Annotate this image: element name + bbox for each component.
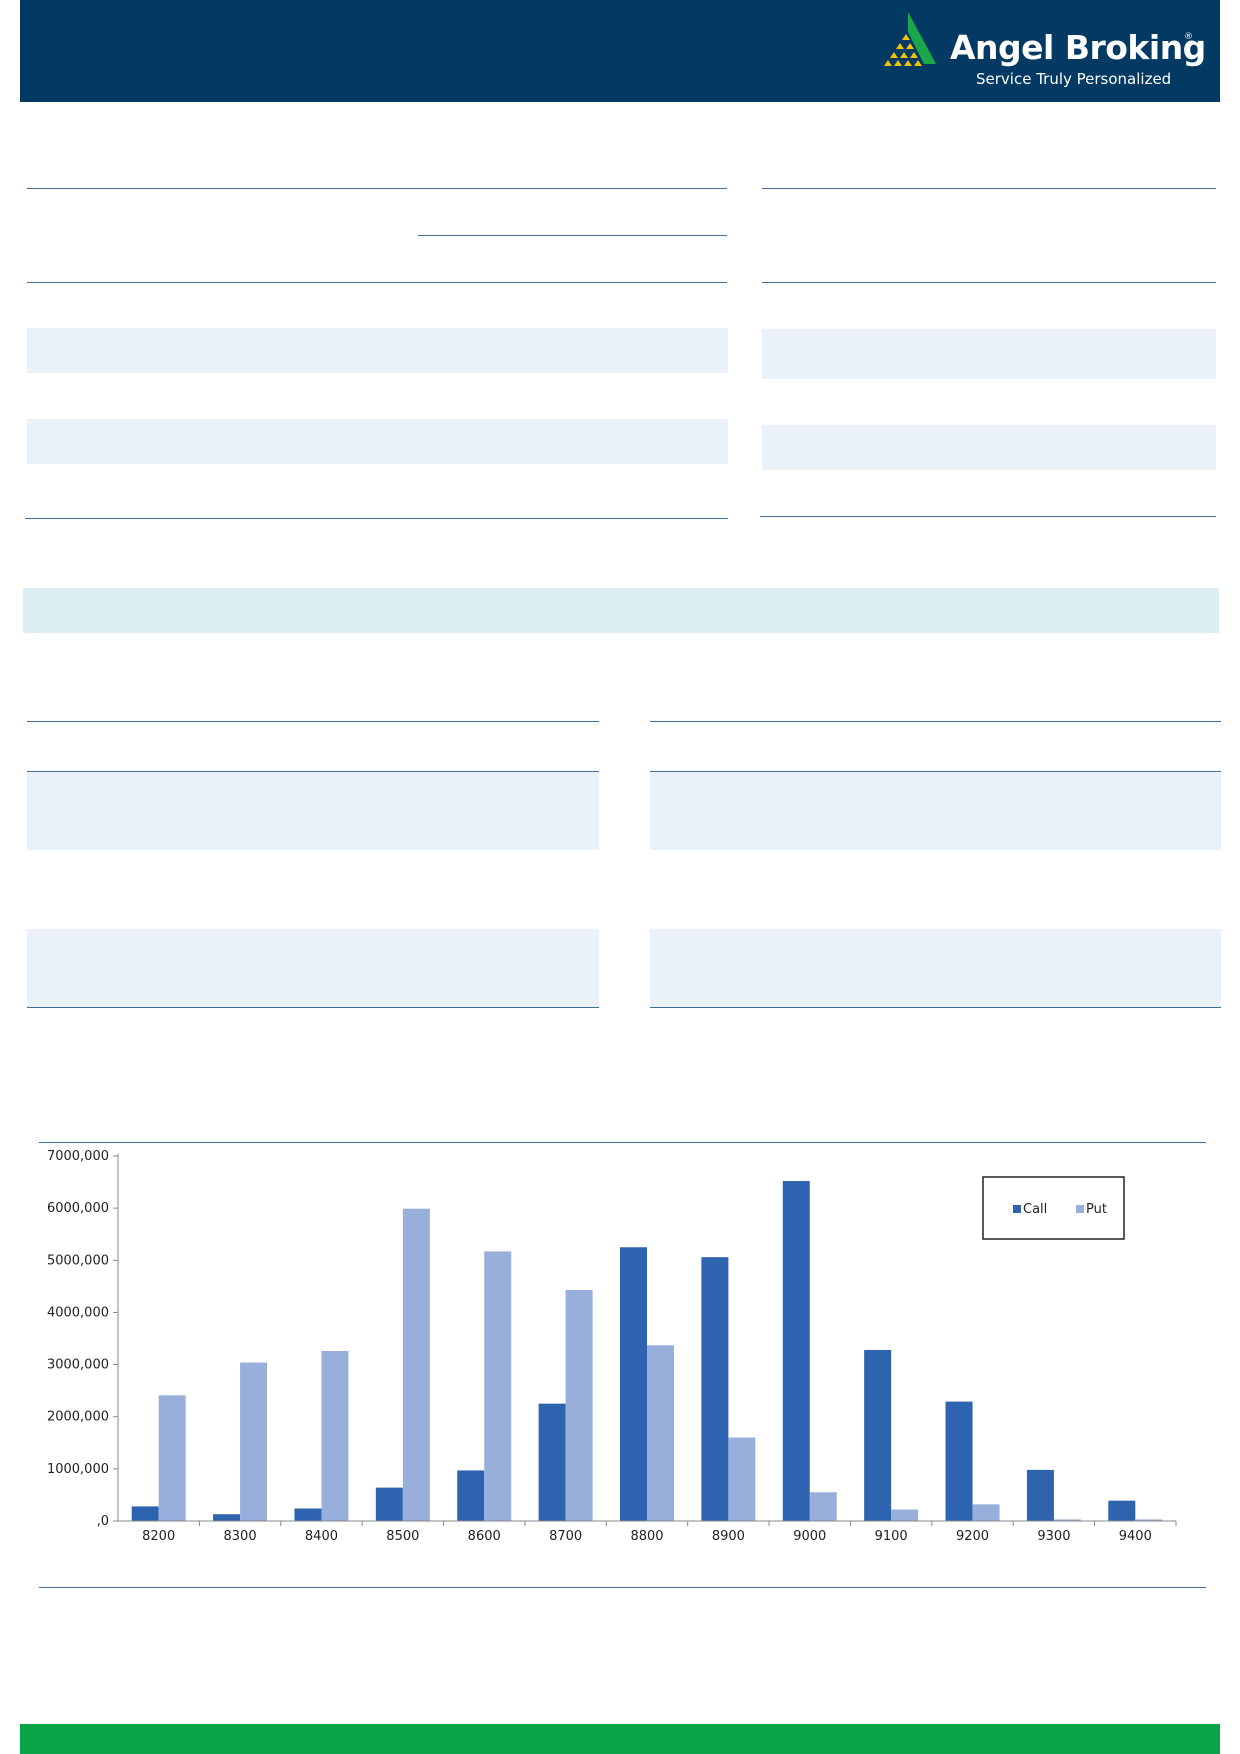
bar-call-8700 — [538, 1403, 566, 1521]
table-rule — [27, 188, 727, 189]
legend-label-put: Put — [1086, 1202, 1107, 1217]
x-tick-label: 9200 — [956, 1529, 989, 1544]
x-tick-label: 8800 — [630, 1529, 663, 1544]
legend-swatch-put — [1076, 1205, 1084, 1213]
bar-call-8800 — [620, 1247, 647, 1521]
legend-box — [982, 1176, 1125, 1240]
bar-put-8900 — [728, 1437, 756, 1521]
y-tick-label: ,0 — [97, 1514, 109, 1529]
x-tick-label: 8900 — [712, 1529, 745, 1544]
bar-call-9200 — [945, 1401, 973, 1521]
bar-call-9000 — [782, 1181, 810, 1521]
y-tick-label: 2000,000 — [47, 1410, 109, 1425]
bar-call-9100 — [864, 1349, 892, 1521]
table-rule — [27, 1007, 599, 1008]
y-tick-label: 4000,000 — [47, 1305, 109, 1320]
table-rule — [762, 188, 1216, 189]
registered-mark: ® — [1184, 32, 1193, 42]
bar-put-8400 — [321, 1351, 349, 1521]
x-tick-label: 8300 — [224, 1529, 257, 1544]
legend-label-call: Call — [1023, 1202, 1047, 1217]
table-rule — [25, 518, 728, 519]
bar-call-8200 — [131, 1506, 159, 1521]
bar-put-8800 — [647, 1345, 674, 1521]
bar-put-8300 — [240, 1362, 268, 1521]
y-tick-label: 3000,000 — [47, 1358, 109, 1373]
chart-legend: Call Put — [982, 1176, 1125, 1240]
x-tick-label: 8700 — [549, 1529, 582, 1544]
table-row-band — [27, 772, 599, 850]
table-row-band — [762, 425, 1216, 470]
x-tick-label: 8400 — [305, 1529, 338, 1544]
y-tick-label: 1000,000 — [47, 1462, 109, 1477]
x-tick-label: 9300 — [1037, 1529, 1070, 1544]
table-row-band — [27, 929, 599, 1007]
bar-put-9400 — [1135, 1519, 1163, 1521]
table-row-band — [27, 328, 728, 373]
y-tick-label: 6000,000 — [47, 1201, 109, 1216]
x-tick-label: 9000 — [793, 1529, 826, 1544]
bar-put-8600 — [484, 1251, 512, 1521]
table-row-band — [27, 419, 728, 464]
bar-call-8900 — [701, 1257, 729, 1521]
bar-put-8500 — [402, 1208, 430, 1521]
table-rule — [650, 1007, 1221, 1008]
brand-logo[interactable]: Angel Broking ® Service Truly Personaliz… — [878, 10, 1206, 90]
table-rule — [650, 771, 1221, 772]
table-rule — [760, 516, 1216, 517]
triangle-pyramid-logo — [884, 12, 936, 66]
table-row-band — [762, 329, 1216, 379]
x-tick-label: 8600 — [468, 1529, 501, 1544]
x-tick-label: 9100 — [875, 1529, 908, 1544]
section-header-band — [23, 588, 1219, 633]
legend-swatch-call — [1013, 1205, 1021, 1213]
chart-bottom-rule — [39, 1587, 1206, 1588]
bar-call-8600 — [457, 1470, 485, 1521]
bar-call-8300 — [213, 1514, 241, 1521]
brand-tagline: Service Truly Personalized — [976, 70, 1172, 88]
table-rule — [650, 721, 1221, 722]
bar-call-8500 — [375, 1487, 403, 1521]
table-row-band — [650, 772, 1221, 850]
bar-put-8200 — [158, 1395, 186, 1521]
axes-group: 8200 8300 8400 8500 8600 8700 8800 8900 9000 9100… — [47, 1149, 1177, 1544]
x-tick-label: 8500 — [386, 1529, 419, 1544]
footer-bar — [20, 1724, 1220, 1754]
y-tick-label: 7000,000 — [47, 1149, 109, 1164]
table-rule — [762, 282, 1216, 283]
header-bar — [20, 0, 1220, 102]
bar-put-9100 — [891, 1509, 919, 1521]
chart-top-rule — [39, 1142, 1206, 1143]
table-rule — [418, 235, 727, 236]
table-row-band — [650, 929, 1221, 1007]
bar-put-9000 — [809, 1492, 837, 1521]
x-tick-label: 9400 — [1119, 1529, 1152, 1544]
bars-group — [131, 1181, 1163, 1521]
bar-call-8400 — [294, 1508, 322, 1521]
y-tick-label: 5000,000 — [47, 1253, 109, 1268]
bar-call-9400 — [1108, 1500, 1136, 1521]
table-rule — [27, 282, 727, 283]
brand-name: Angel Broking — [950, 28, 1206, 67]
open-interest-bar-chart: 8200 8300 8400 8500 8600 8700 8800 8900 9000 9100… — [47, 1149, 1177, 1544]
bar-call-9300 — [1026, 1469, 1054, 1521]
table-rule — [27, 721, 599, 722]
bar-put-8700 — [565, 1290, 593, 1521]
bar-put-9200 — [972, 1504, 1000, 1521]
table-rule — [27, 771, 599, 772]
bar-put-9300 — [1053, 1519, 1081, 1521]
x-tick-label: 8200 — [142, 1529, 175, 1544]
